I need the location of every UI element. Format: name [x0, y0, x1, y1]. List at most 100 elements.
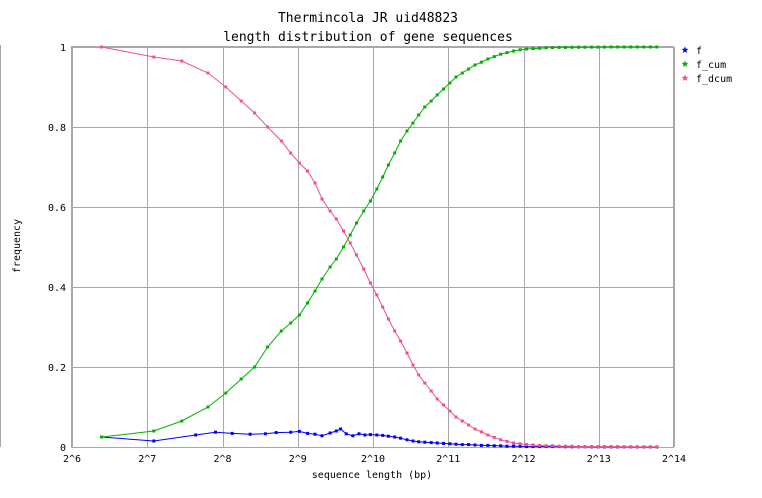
data-point: [214, 430, 217, 434]
data-point: [499, 438, 503, 442]
legend-label: f_cum: [696, 60, 726, 71]
data-point: [411, 439, 415, 443]
y-tick-label: 0.4: [48, 283, 66, 294]
data-point: [486, 57, 490, 61]
data-point: [100, 435, 103, 439]
data-point: [492, 444, 496, 448]
data-point: [551, 46, 554, 50]
data-point: [375, 293, 379, 297]
data-point: [423, 105, 427, 109]
data-point: [512, 49, 516, 53]
data-point: [429, 441, 433, 445]
data-point: [448, 81, 452, 85]
data-point: [362, 267, 366, 271]
data-point: [492, 55, 496, 59]
data-point: [375, 433, 379, 437]
data-point: [334, 429, 338, 433]
series-line: [101, 46, 657, 438]
series-f-dcum: [100, 45, 659, 449]
data-point: [590, 45, 594, 49]
data-point: [355, 253, 358, 257]
data-point: [253, 111, 257, 115]
data-point: [583, 445, 587, 449]
data-point: [253, 365, 257, 369]
data-point: [279, 329, 283, 333]
data-point: [423, 381, 427, 385]
legend-label: f_dcum: [696, 74, 732, 85]
data-point: [274, 431, 278, 435]
plot-frame: [71, 46, 674, 448]
data-point: [399, 139, 403, 143]
data-point: [417, 373, 421, 377]
data-point: [266, 345, 270, 349]
data-point: [393, 435, 397, 439]
data-point: [429, 99, 433, 103]
data-point: [544, 46, 548, 50]
data-point: [180, 59, 184, 63]
data-point: [306, 301, 309, 305]
data-point: [635, 45, 639, 49]
data-point: [442, 87, 445, 91]
y-tick-label: 0.6: [48, 203, 66, 214]
data-point: [386, 317, 390, 321]
legend-marker: [681, 46, 689, 53]
data-point: [357, 432, 361, 436]
data-point: [248, 432, 252, 436]
legend-marker: [681, 60, 689, 67]
data-point: [206, 405, 210, 409]
data-point: [417, 440, 421, 444]
data-point: [399, 436, 403, 440]
data-point: [313, 181, 317, 185]
data-point: [499, 444, 503, 448]
data-point: [512, 444, 516, 448]
data-point: [306, 431, 309, 435]
data-point: [642, 45, 646, 49]
data-point: [603, 445, 606, 449]
x-tick-label: 2^10: [361, 454, 385, 465]
y-axis-label: frequency: [12, 219, 23, 273]
data-point: [616, 45, 620, 49]
data-point: [505, 444, 509, 448]
data-point: [570, 444, 574, 448]
data-point: [180, 419, 184, 423]
data-point: [467, 443, 471, 447]
data-point: [538, 46, 542, 50]
legend-item: f: [681, 46, 702, 57]
data-point: [297, 429, 301, 433]
data-point: [467, 67, 471, 71]
data-point: [442, 441, 445, 445]
data-point: [596, 445, 600, 449]
data-point: [622, 445, 626, 449]
legend-marker: [681, 74, 689, 81]
data-point: [328, 209, 332, 213]
data-point: [473, 427, 477, 431]
data-point: [454, 415, 458, 419]
y-tick-labels: 0 0.2 0.4 0.6 0.8 1: [48, 43, 66, 454]
data-point: [297, 161, 301, 165]
data-point: [342, 229, 345, 233]
data-point: [473, 63, 477, 67]
data-point: [448, 409, 452, 413]
data-point: [344, 432, 348, 436]
data-point: [505, 439, 509, 443]
data-point: [435, 441, 439, 445]
data-point: [583, 45, 587, 49]
data-point: [460, 71, 464, 75]
data-point: [460, 443, 464, 447]
data-point: [648, 445, 652, 449]
data-point: [320, 197, 324, 201]
data-point: [386, 434, 390, 438]
data-point: [381, 305, 385, 309]
data-point: [635, 445, 639, 449]
data-point: [405, 351, 409, 355]
series-line: [101, 428, 657, 448]
data-point: [423, 440, 427, 444]
data-point: [609, 445, 613, 449]
legend: f f_cum f_dcum: [681, 46, 732, 85]
data-point: [375, 187, 379, 191]
data-point: [313, 432, 317, 436]
data-point: [622, 45, 626, 49]
legend-item: f_cum: [681, 60, 726, 71]
data-point: [577, 45, 580, 49]
